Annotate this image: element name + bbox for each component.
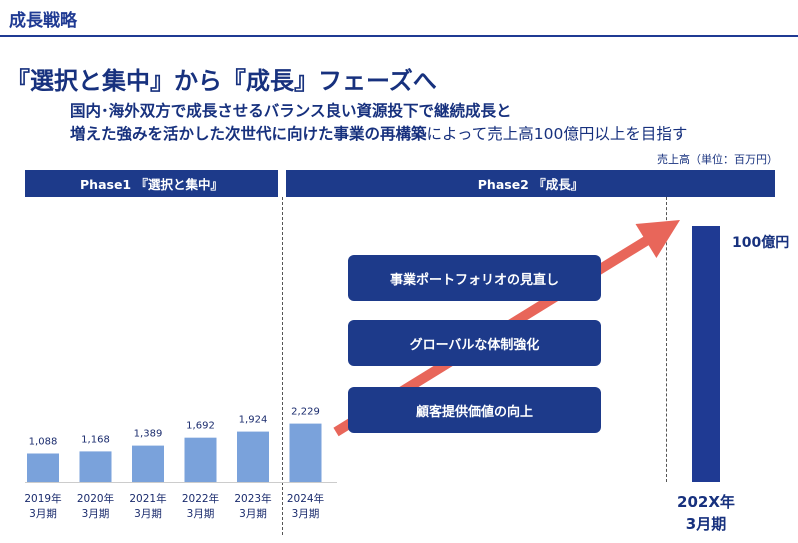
headline: 『選択と集中』から『成長』フェーズへ xyxy=(6,67,437,95)
bar xyxy=(27,453,59,482)
target-period-month: 3月期 xyxy=(686,515,726,533)
subtitle-line-1: 国内･海外双方で成長させるバランス良い資源投下で継続成長と xyxy=(70,102,512,120)
x-tick-label: 2023年 xyxy=(234,492,271,505)
bar xyxy=(184,437,217,482)
bar xyxy=(289,423,322,482)
target-value-label: 100億円 xyxy=(732,234,789,251)
data-label: 1,924 xyxy=(239,415,268,426)
unit-label: 売上高（単位：百万円） xyxy=(657,153,778,166)
subtitle-line-2-rest: によって売上高100億円以上を目指す xyxy=(426,125,688,143)
initiative-portfolio-review: 事業ポートフォリオの見直し xyxy=(348,255,601,301)
x-tick-label: 2022年 xyxy=(182,492,219,505)
chart-baseline xyxy=(25,482,337,483)
x-tick-label: 2019年 xyxy=(24,492,61,505)
data-label: 1,692 xyxy=(186,421,215,432)
initiative-global-structure: グローバルな体制強化 xyxy=(348,320,601,366)
bar xyxy=(237,431,269,482)
phase-divider xyxy=(282,197,283,535)
target-divider xyxy=(666,197,667,482)
x-tick-label: 2021年 xyxy=(129,492,166,505)
data-label: 1,168 xyxy=(81,434,110,445)
initiative-customer-value: 顧客提供価値の向上 xyxy=(348,387,601,433)
data-label: 2,229 xyxy=(291,407,320,418)
subtitle-line-2: 増えた強みを活かした次世代に向けた事業の再構築によって売上高100億円以上を目指… xyxy=(70,122,687,144)
target-period-year: 202X年 xyxy=(677,493,735,511)
header-divider xyxy=(0,35,798,37)
page-section-title: 成長戦略 xyxy=(9,11,77,31)
subtitle-line-2-bold: 増えた強みを活かした次世代に向けた事業の再構築 xyxy=(70,125,427,143)
x-tick-label: 3月期 xyxy=(134,508,162,520)
x-tick-label: 3月期 xyxy=(82,508,110,520)
data-label: 1,389 xyxy=(134,429,163,440)
x-tick-label: 3月期 xyxy=(187,508,215,520)
target-bar xyxy=(692,226,720,482)
x-tick-label: 2024年 xyxy=(287,492,324,505)
x-tick-label: 3月期 xyxy=(29,508,57,520)
bar xyxy=(79,451,112,482)
data-label: 1,088 xyxy=(29,436,58,447)
x-tick-label: 2020年 xyxy=(77,492,114,505)
x-tick-label: 3月期 xyxy=(239,508,267,520)
phase2-banner: Phase2 『成長』 xyxy=(286,170,775,197)
phase1-banner: Phase1 『選択と集中』 xyxy=(25,170,278,197)
bar xyxy=(132,445,164,482)
x-tick-label: 3月期 xyxy=(292,508,320,520)
